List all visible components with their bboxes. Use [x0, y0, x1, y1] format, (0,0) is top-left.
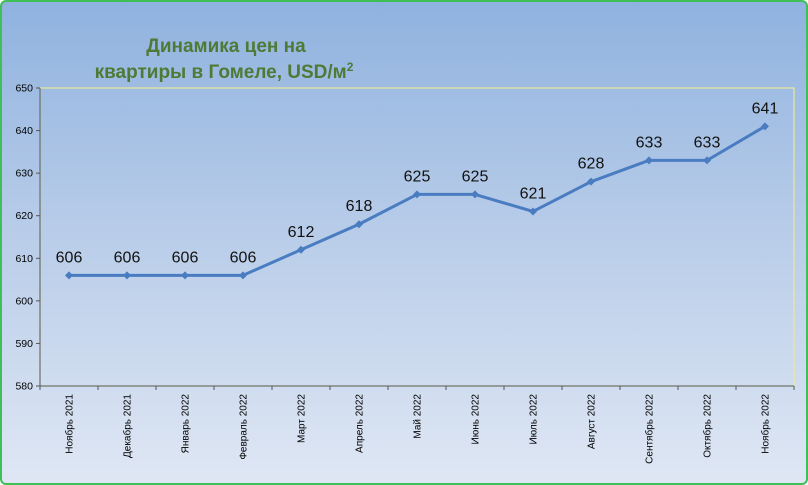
- x-tick-label: Ноябрь 2021: [64, 394, 76, 454]
- y-tick-label: 610: [15, 253, 33, 265]
- data-label: 612: [288, 224, 315, 241]
- data-point: [703, 156, 711, 165]
- data-label: 633: [636, 134, 663, 151]
- data-point: [529, 207, 537, 216]
- chart-title-main: квартиры в Гомеле, USD/м: [95, 62, 347, 83]
- plot-area: 580 590 600 610 620 630 640 650 Ноябрь 2021 Декаб…: [15, 83, 795, 464]
- x-tick-label: Апрель 2022: [355, 394, 366, 453]
- x-tick-label: Июль 2022: [529, 394, 540, 445]
- y-tick-label: 650: [15, 83, 33, 95]
- y-tick-label: 590: [15, 338, 33, 350]
- data-point: [239, 271, 247, 280]
- data-label: 621: [520, 185, 547, 202]
- data-point: [413, 190, 421, 199]
- y-tick-label: 640: [15, 125, 33, 137]
- y-tick-label: 620: [15, 210, 33, 222]
- data-point: [65, 271, 73, 280]
- data-label: 606: [114, 249, 141, 266]
- data-point: [761, 122, 769, 131]
- x-tick-label: Декабрь 2021: [122, 394, 134, 458]
- x-tick-label: Январь 2022: [181, 394, 192, 454]
- x-tick-label: Май 2022: [413, 394, 424, 439]
- x-tick-label: Август 2022: [587, 394, 598, 450]
- x-tick-label: Февраль 2022: [239, 394, 250, 460]
- data-point: [181, 271, 189, 280]
- data-label: 618: [346, 198, 373, 215]
- data-label: 633: [694, 134, 721, 151]
- plot-area-border: [39, 87, 795, 387]
- x-tick-label: Ноябрь 2022: [760, 394, 772, 454]
- data-label: 625: [404, 168, 431, 185]
- data-label: 641: [752, 100, 779, 117]
- data-label: 606: [56, 249, 83, 266]
- x-tick-label: Сентябрь 2022: [644, 394, 656, 464]
- data-label: 606: [172, 249, 199, 266]
- chart-title-line-1: Динамика цен на: [146, 36, 306, 57]
- data-point: [297, 245, 305, 254]
- y-tick-label: 630: [15, 168, 33, 180]
- data-label: 606: [230, 249, 257, 266]
- data-label: 628: [578, 156, 605, 173]
- y-tick-label: 580: [15, 381, 33, 393]
- data-point: [355, 220, 363, 229]
- chart-title-line-2: квартиры в Гомеле, USD/м2: [95, 60, 354, 83]
- data-point: [645, 156, 653, 165]
- y-tick-label: 600: [15, 295, 33, 307]
- x-tick-label: Октябрь 2022: [702, 394, 714, 458]
- x-tick-label: Март 2022: [297, 394, 308, 443]
- data-point: [123, 271, 131, 280]
- data-point: [471, 190, 479, 199]
- chart-title-superscript: 2: [347, 60, 354, 74]
- data-point: [587, 177, 595, 186]
- data-label: 625: [462, 168, 489, 185]
- x-tick-label: Июнь 2022: [471, 394, 482, 445]
